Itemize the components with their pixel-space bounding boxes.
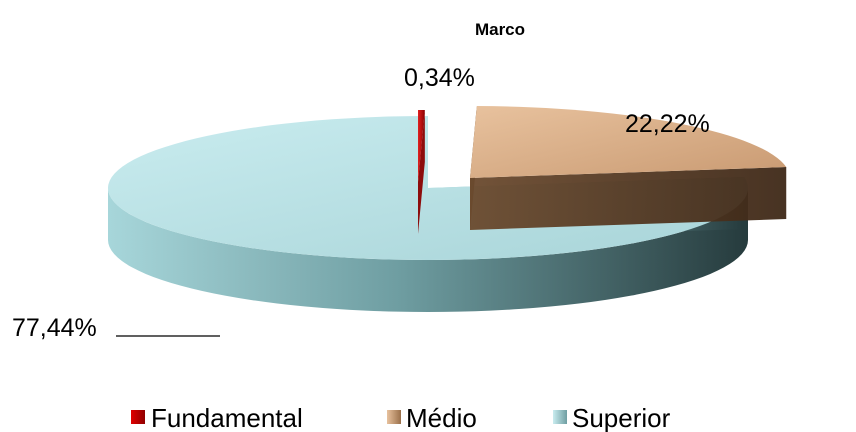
chart-title: Marco xyxy=(475,20,525,39)
legend-label-superior: Superior xyxy=(572,403,671,432)
slice-superior-side-0 xyxy=(108,188,748,312)
data-label-medio: 22,22% xyxy=(625,110,710,138)
legend-swatch-medio xyxy=(387,410,401,424)
legend-label-fundamental: Fundamental xyxy=(151,403,303,432)
slice-medio-top xyxy=(470,106,787,178)
slice-fundamental-top xyxy=(418,110,425,182)
legend-label-medio: Médio xyxy=(406,403,477,432)
pie-slices xyxy=(107,106,787,312)
legend: Fundamental Médio Superior xyxy=(131,403,671,432)
slice-fundamental-cut-1 xyxy=(418,110,425,234)
data-label-superior: 77,44% xyxy=(12,314,97,342)
legend-swatch-fundamental xyxy=(131,410,145,424)
slice-medio-cut-1 xyxy=(470,167,787,230)
data-label-fundamental: 0,34% xyxy=(404,64,475,92)
legend-swatch-superior xyxy=(553,410,567,424)
